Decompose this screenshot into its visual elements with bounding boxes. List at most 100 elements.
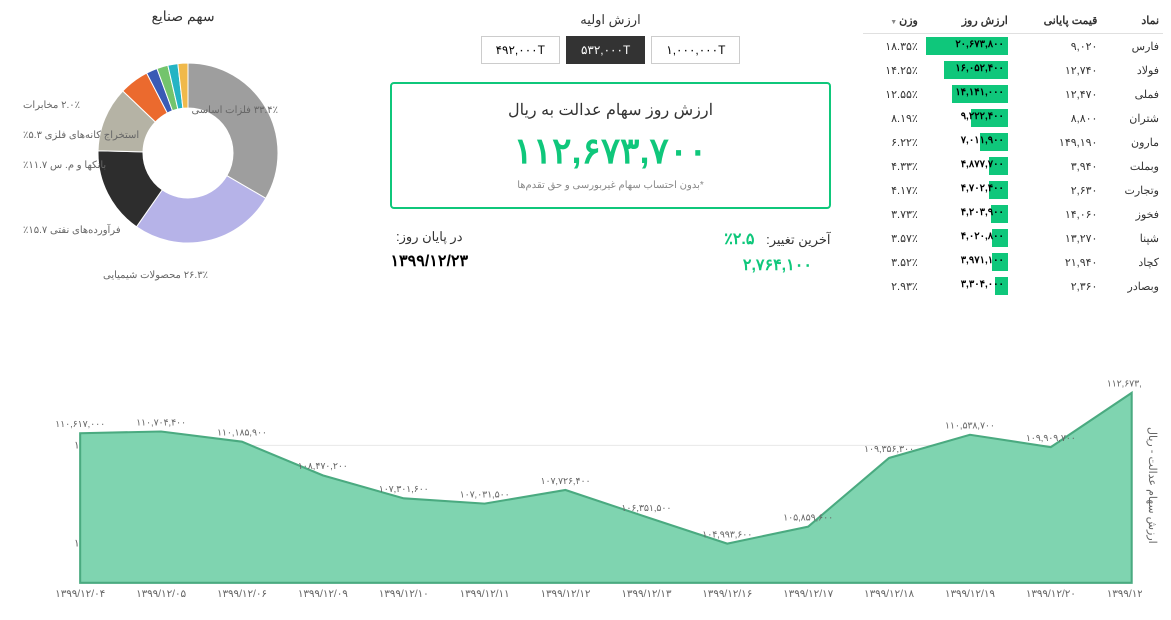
x-tick-label: ۱۳۹۹/۱۲/۰۹ xyxy=(298,589,348,600)
change-label: آخرین تغییر: ۲.۵٪ xyxy=(724,229,830,249)
industry-donut-chart: ۳۳.۴٪ فلزات اساسی۲۶.۳٪ محصولات شیمیاییفر… xyxy=(18,33,358,313)
holdings-table-section: نمادقیمت پایانیارزش روزوزن▼ فارس۹,۰۲۰۲۰,… xyxy=(863,8,1163,348)
weight-cell: ۳.۵۷٪ xyxy=(863,226,922,250)
value-bar-cell: ۱۴,۱۴۱,۰۰۰ xyxy=(922,82,1012,106)
value-bar-cell: ۷,۰۱۱,۹۰۰ xyxy=(922,130,1012,154)
value-box-note: *بدون احتساب سهام غیربورسی و حق تقدم‌ها xyxy=(422,180,798,191)
donut-label: بانکها و م. س ۱۱.۷٪ xyxy=(23,160,106,171)
pie-title: سهم صنایع xyxy=(8,8,358,25)
value-box-value: ۱۱۲,۶۷۳,۷۰۰ xyxy=(422,130,798,172)
pie-section: سهم صنایع ۳۳.۴٪ فلزات اساسی۲۶.۳٪ محصولات… xyxy=(8,8,358,348)
x-tick-label: ۱۳۹۹/۱۲/۱۱ xyxy=(460,589,510,600)
symbol-cell: فارس xyxy=(1101,34,1163,59)
donut-label: استخراج کانه‌های فلزی ۵.۳٪ xyxy=(23,130,139,141)
value-tab[interactable]: ۴۹۲,۰۰۰T xyxy=(481,36,560,64)
area-data-label: ۱۱۰,۶۱۷,۰۰۰ xyxy=(55,419,105,429)
weight-cell: ۳.۵۲٪ xyxy=(863,250,922,274)
area-data-label: ۱۰۷,۳۰۱,۶۰۰ xyxy=(379,484,429,494)
weight-cell: ۳.۷۳٪ xyxy=(863,202,922,226)
area-data-label: ۱۰۹,۹۰۹,۷۰۰ xyxy=(1026,433,1076,443)
date-value: ۱۳۹۹/۱۲/۲۳ xyxy=(390,251,468,271)
value-box-title: ارزش روز سهام عدالت به ریال xyxy=(422,100,798,120)
symbol-cell: وبملت xyxy=(1101,154,1163,178)
change-amount: ۲,۷۶۴,۱۰۰ xyxy=(724,255,830,275)
x-tick-label: ۱۳۹۹/۱۲/۲۳ xyxy=(1107,589,1142,600)
value-bar-cell: ۲۰,۶۷۳,۸۰۰ xyxy=(922,34,1012,59)
symbol-cell: وبصادر xyxy=(1101,274,1163,298)
table-header[interactable]: ارزش روز xyxy=(922,8,1012,34)
value-bar-cell: ۴,۲۰۳,۹۰۰ xyxy=(922,202,1012,226)
table-row[interactable]: فولاد۱۲,۷۴۰۱۶,۰۵۲,۴۰۰۱۴.۲۵٪ xyxy=(863,58,1163,82)
x-tick-label: ۱۳۹۹/۱۲/۱۹ xyxy=(945,589,995,600)
table-header[interactable]: نماد xyxy=(1101,8,1163,34)
table-row[interactable]: وتجارت۲,۶۳۰۴,۷۰۲,۴۰۰۴.۱۷٪ xyxy=(863,178,1163,202)
date-label: در پایان روز: xyxy=(390,229,468,245)
change-percent: ۲.۵٪ xyxy=(724,231,754,248)
table-row[interactable]: فارس۹,۰۲۰۲۰,۶۷۳,۸۰۰۱۸.۳۵٪ xyxy=(863,34,1163,59)
price-cell: ۲,۳۶۰ xyxy=(1012,274,1102,298)
price-cell: ۲,۶۳۰ xyxy=(1012,178,1102,202)
x-tick-label: ۱۳۹۹/۱۲/۰۴ xyxy=(55,589,105,600)
value-bar-cell: ۴,۸۷۷,۷۰۰ xyxy=(922,154,1012,178)
price-cell: ۱۴,۰۶۰ xyxy=(1012,202,1102,226)
value-tabs: ۱,۰۰۰,۰۰۰T۵۳۲,۰۰۰T۴۹۲,۰۰۰T xyxy=(481,36,741,64)
value-bar-cell: ۳,۳۰۴,۰۰۰ xyxy=(922,274,1012,298)
sort-icon: ▼ xyxy=(890,19,897,26)
weight-cell: ۶.۲۲٪ xyxy=(863,130,922,154)
price-cell: ۲۱,۹۴۰ xyxy=(1012,250,1102,274)
value-bar-cell: ۳,۹۷۱,۱۰۰ xyxy=(922,250,1012,274)
area-data-label: ۱۱۰,۷۰۴,۴۰۰ xyxy=(136,417,186,427)
symbol-cell: کچاد xyxy=(1101,250,1163,274)
weight-cell: ۲.۹۳٪ xyxy=(863,274,922,298)
symbol-cell: فولاد xyxy=(1101,58,1163,82)
symbol-cell: شپنا xyxy=(1101,226,1163,250)
table-row[interactable]: کچاد۲۱,۹۴۰۳,۹۷۱,۱۰۰۳.۵۲٪ xyxy=(863,250,1163,274)
table-row[interactable]: فخوز۱۴,۰۶۰۴,۲۰۳,۹۰۰۳.۷۳٪ xyxy=(863,202,1163,226)
table-row[interactable]: مارون۱۴۹,۱۹۰۷,۰۱۱,۹۰۰۶.۲۲٪ xyxy=(863,130,1163,154)
weight-cell: ۴.۱۷٪ xyxy=(863,178,922,202)
symbol-cell: وتجارت xyxy=(1101,178,1163,202)
table-row[interactable]: فملی۱۲,۴۷۰۱۴,۱۴۱,۰۰۰۱۲.۵۵٪ xyxy=(863,82,1163,106)
area-data-label: ۱۰۷,۰۳۱,۵۰۰ xyxy=(460,489,510,499)
value-bar-cell: ۴,۰۲۰,۸۰۰ xyxy=(922,226,1012,250)
table-header[interactable]: قیمت پایانی xyxy=(1012,8,1102,34)
x-tick-label: ۱۳۹۹/۱۲/۰۵ xyxy=(136,589,186,600)
area-data-label: ۱۰۸,۴۷۰,۲۰۰ xyxy=(298,461,348,471)
center-section: ارزش اولیه ۱,۰۰۰,۰۰۰T۵۳۲,۰۰۰T۴۹۲,۰۰۰T ار… xyxy=(366,8,855,348)
area-data-label: ۱۱۰,۵۳۸,۷۰۰ xyxy=(945,421,995,431)
area-data-label: ۱۰۶,۳۵۱,۵۰۰ xyxy=(621,503,671,513)
value-bar-cell: ۴,۷۰۲,۴۰۰ xyxy=(922,178,1012,202)
table-row[interactable]: شتران۸,۸۰۰۹,۲۲۲,۴۰۰۸.۱۹٪ xyxy=(863,106,1163,130)
price-cell: ۱۲,۴۷۰ xyxy=(1012,82,1102,106)
tabs-title: ارزش اولیه xyxy=(580,12,640,28)
holdings-table: نمادقیمت پایانیارزش روزوزن▼ فارس۹,۰۲۰۲۰,… xyxy=(863,8,1163,298)
table-row[interactable]: شپنا۱۳,۲۷۰۴,۰۲۰,۸۰۰۳.۵۷٪ xyxy=(863,226,1163,250)
value-tab[interactable]: ۵۳۲,۰۰۰T xyxy=(566,36,645,64)
price-cell: ۱۲,۷۴۰ xyxy=(1012,58,1102,82)
x-tick-label: ۱۳۹۹/۱۲/۲۰ xyxy=(1026,589,1076,600)
symbol-cell: فخوز xyxy=(1101,202,1163,226)
table-row[interactable]: وبصادر۲,۳۶۰۳,۳۰۴,۰۰۰۲.۹۳٪ xyxy=(863,274,1163,298)
weight-cell: ۱۲.۵۵٪ xyxy=(863,82,922,106)
area-data-label: ۱۱۰,۱۸۵,۹۰۰ xyxy=(217,428,267,438)
price-cell: ۱۴۹,۱۹۰ xyxy=(1012,130,1102,154)
area-data-label: ۱۰۵,۸۵۹,۶۰۰ xyxy=(783,512,833,522)
donut-label: ۲.۰٪ مخابرات xyxy=(23,100,80,111)
symbol-cell: مارون xyxy=(1101,130,1163,154)
x-tick-label: ۱۳۹۹/۱۲/۱۳ xyxy=(621,589,671,600)
x-tick-label: ۱۳۹۹/۱۲/۱۷ xyxy=(783,589,833,600)
x-tick-label: ۱۳۹۹/۱۲/۰۶ xyxy=(217,589,267,600)
x-tick-label: ۱۳۹۹/۱۲/۱۰ xyxy=(379,589,429,600)
symbol-cell: شتران xyxy=(1101,106,1163,130)
value-area-chart: ۱۰۵,۰۰۰,۰۰۰۱۱۰,۰۰۰,۰۰۰۱۱۰,۶۱۷,۰۰۰۱۳۹۹/۱۲… xyxy=(8,356,1142,614)
x-tick-label: ۱۳۹۹/۱۲/۱۶ xyxy=(702,589,752,600)
donut-slice[interactable] xyxy=(188,63,278,198)
weight-cell: ۴.۳۳٪ xyxy=(863,154,922,178)
value-box: ارزش روز سهام عدالت به ریال ۱۱۲,۶۷۳,۷۰۰ … xyxy=(390,82,830,209)
table-row[interactable]: وبملت۳,۹۴۰۴,۸۷۷,۷۰۰۴.۳۳٪ xyxy=(863,154,1163,178)
value-tab[interactable]: ۱,۰۰۰,۰۰۰T xyxy=(651,36,740,64)
area-data-label: ۱۰۴,۹۹۳,۶۰۰ xyxy=(702,529,752,539)
table-header[interactable]: وزن▼ xyxy=(863,8,922,34)
symbol-cell: فملی xyxy=(1101,82,1163,106)
area-y-label: ارزش سهام عدالت - ریال xyxy=(1142,356,1163,614)
